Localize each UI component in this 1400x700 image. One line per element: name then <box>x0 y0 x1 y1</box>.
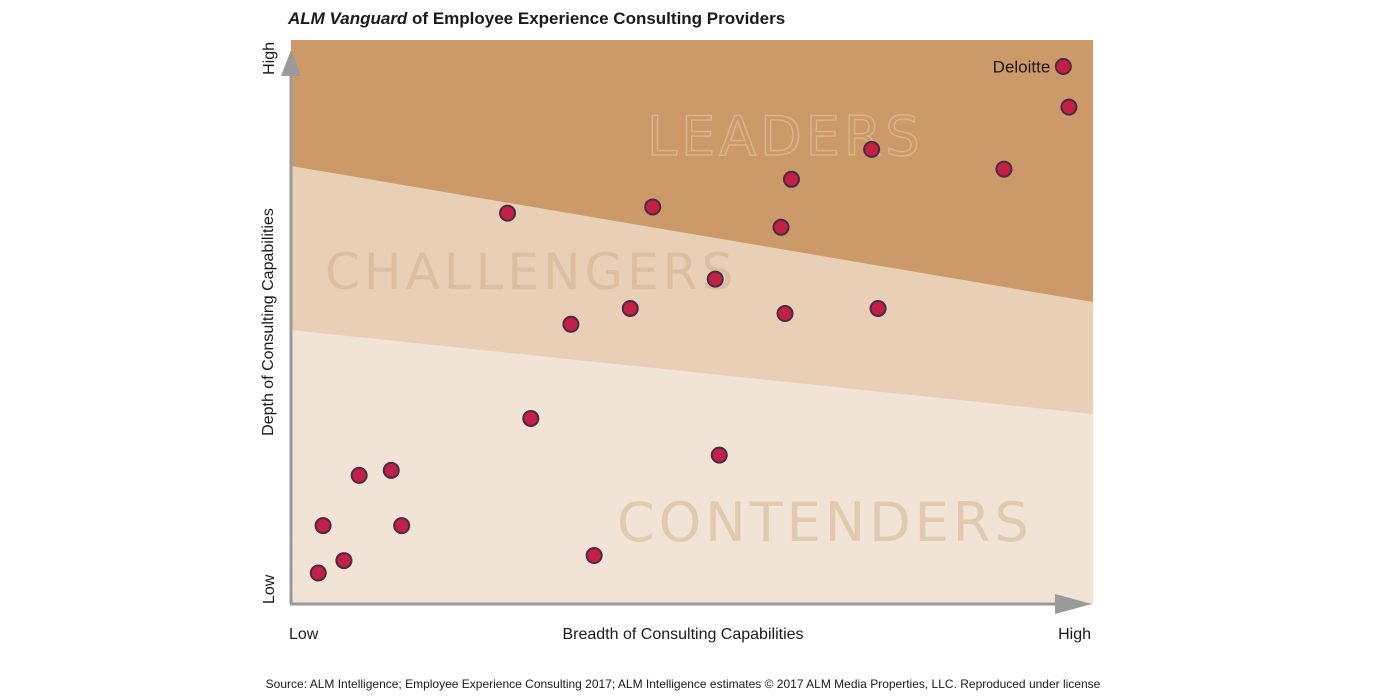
data-point <box>644 198 662 216</box>
data-point <box>562 315 580 333</box>
region-label-leaders: LEADERS <box>647 105 924 168</box>
chart-title: ALM Vanguard of Employee Experience Cons… <box>287 9 785 28</box>
data-point <box>706 270 724 288</box>
region-label-contenders: CONTENDERS <box>617 491 1033 554</box>
data-point <box>863 140 881 158</box>
data-point <box>350 466 368 484</box>
chart-title-rest: of Employee Experience Consulting Provid… <box>407 9 785 28</box>
x-axis-low-label: Low <box>289 626 319 643</box>
region-label-challengers: CHALLENGERS <box>325 243 737 301</box>
data-point <box>776 305 794 323</box>
y-axis-title: Depth of Consulting Capabilities <box>260 208 277 436</box>
axes <box>281 50 1092 614</box>
data-point <box>1054 58 1072 76</box>
data-point <box>499 204 517 222</box>
data-point <box>710 446 728 464</box>
data-point <box>335 552 353 570</box>
data-point <box>621 299 639 317</box>
x-axis-high-label: High <box>1058 626 1091 643</box>
data-point <box>869 299 887 317</box>
x-axis-arrow-icon <box>1055 594 1092 614</box>
data-point <box>382 461 400 479</box>
data-point <box>995 160 1013 178</box>
data-point <box>393 517 411 535</box>
data-point <box>1060 98 1078 116</box>
data-point <box>309 564 327 582</box>
data-point <box>585 546 603 564</box>
data-points: Deloitte <box>309 58 1078 582</box>
y-axis-high-label: High <box>261 42 278 75</box>
data-point-label: Deloitte <box>993 58 1051 77</box>
data-point <box>314 517 332 535</box>
region-leaders <box>291 40 1093 302</box>
data-point <box>782 170 800 188</box>
y-axis-arrow-icon <box>281 50 301 76</box>
data-point <box>772 218 790 236</box>
data-point <box>522 409 540 427</box>
y-axis-low-label: Low <box>261 574 278 604</box>
plot-area: LEADERS CHALLENGERS CONTENDERS Deloitte <box>291 40 1093 604</box>
x-axis-title: Breadth of Consulting Capabilities <box>562 626 803 643</box>
chart-title-emphasis: ALM Vanguard <box>287 9 408 28</box>
source-note: Source: ALM Intelligence; Employee Exper… <box>266 677 1101 691</box>
